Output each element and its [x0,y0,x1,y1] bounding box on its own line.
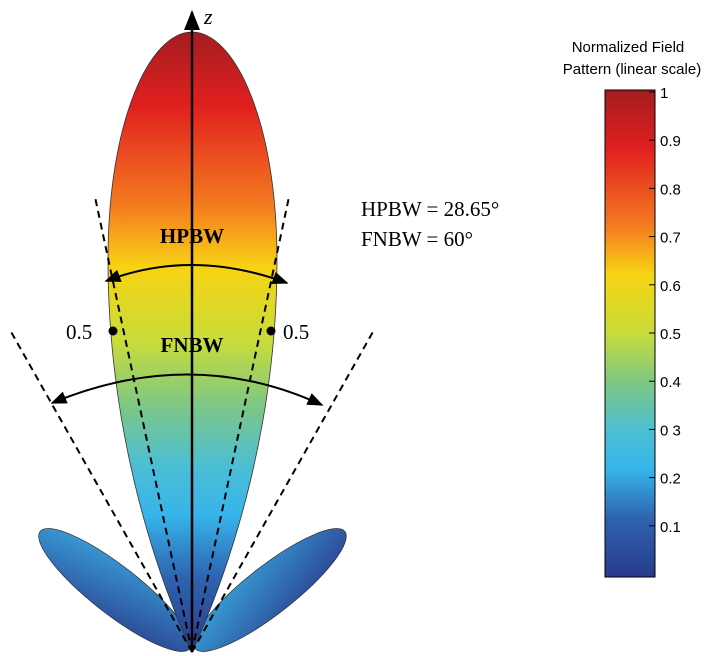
fnbw-arc [50,373,324,406]
fnbw-label: FNBW [161,333,224,357]
colorbar-title: Normalized Field [572,39,685,56]
colorbar-tick-label: 0.8 [660,181,681,198]
hpbw-label: HPBW [160,224,224,248]
colorbar [604,89,656,578]
colorbar-tick-label: 0 3 [660,422,681,439]
colorbar-tick-label: 0.5 [660,326,681,343]
colorbar-tick-label: 0.4 [660,374,681,391]
side-lobe [193,528,347,652]
fnbw-line [9,329,193,653]
point-label: 0.5 [283,320,309,344]
colorbar-tick-label: 0.7 [660,230,681,247]
colorbar-tick-label: 1 [660,85,668,102]
fnbw-line [191,329,375,653]
half-power-point [266,326,276,336]
legend-text: HPBW = 28.65° [361,197,499,221]
colorbar-tick-label: 0.9 [660,133,681,150]
colorbar-tick-label: 0.2 [660,471,681,488]
colorbar-title: Pattern (linear scale) [563,61,701,78]
half-power-point [108,326,118,336]
legend-text: FNBW = 60° [361,227,473,251]
hpbw-arc [104,264,289,285]
colorbar-tick-label: 0.1 [660,519,681,536]
colorbar-tick-label: 0.6 [660,278,681,295]
point-label: 0.5 [66,320,92,344]
axis-label: z [203,4,213,29]
